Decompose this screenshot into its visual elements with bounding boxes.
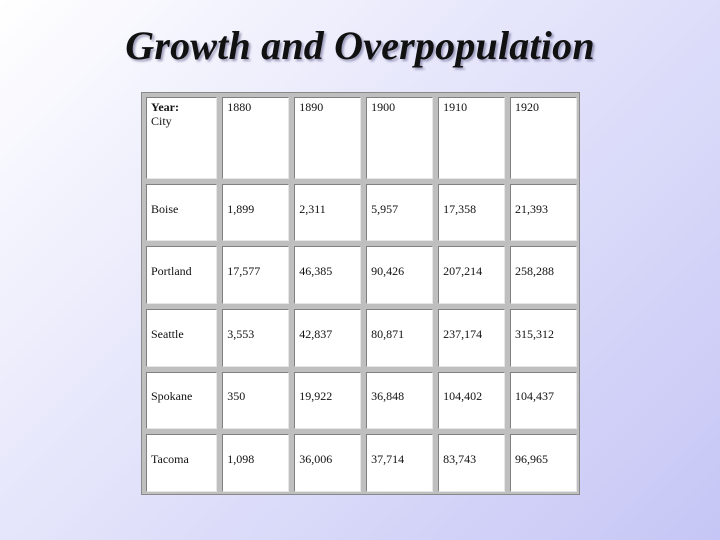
value-cell: 104,437 — [510, 371, 577, 430]
value-cell: 21,393 — [510, 183, 577, 242]
population-table: Year: City 1880 1890 1900 1910 1920 Bois… — [141, 92, 582, 497]
value-cell: 2,311 — [294, 183, 362, 242]
slide-title: Growth and Overpopulation — [125, 23, 595, 68]
value-cell: 96,965 — [510, 434, 577, 492]
value-cell: 17,577 — [222, 246, 290, 304]
table-header-row: Year: City 1880 1890 1900 1910 1920 — [146, 97, 577, 179]
value-cell: 3,553 — [222, 309, 290, 367]
value-cell: 46,385 — [294, 246, 362, 304]
value-cell: 42,837 — [294, 309, 362, 367]
value-cell: 5,957 — [366, 183, 434, 242]
city-cell: Seattle — [146, 309, 218, 367]
header-year-cell: 1920 — [510, 97, 577, 179]
value-cell: 104,402 — [438, 371, 506, 430]
header-year-label: Year: — [151, 100, 179, 114]
city-cell: Spokane — [146, 371, 218, 430]
value-cell: 90,426 — [366, 246, 434, 304]
header-year-cell: 1900 — [366, 97, 434, 179]
city-cell: Boise — [146, 183, 218, 242]
header-year-cell: 1890 — [294, 97, 362, 179]
header-year-cell: 1880 — [222, 97, 290, 179]
value-cell: 258,288 — [510, 246, 577, 304]
value-cell: 19,922 — [294, 371, 362, 430]
city-cell: Tacoma — [146, 434, 218, 492]
value-cell: 17,358 — [438, 183, 506, 242]
value-cell: 80,871 — [366, 309, 434, 367]
table-row: Boise 1,899 2,311 5,957 17,358 21,393 — [146, 183, 577, 242]
value-cell: 315,312 — [510, 309, 577, 367]
value-cell: 37,714 — [366, 434, 434, 492]
table-row: Spokane 350 19,922 36,848 104,402 104,43… — [146, 371, 577, 430]
city-cell: Portland — [146, 246, 218, 304]
table-row: Portland 17,577 46,385 90,426 207,214 25… — [146, 246, 577, 304]
table-row: Seattle 3,553 42,837 80,871 237,174 315,… — [146, 309, 577, 367]
value-cell: 237,174 — [438, 309, 506, 367]
value-cell: 36,848 — [366, 371, 434, 430]
value-cell: 36,006 — [294, 434, 362, 492]
value-cell: 1,899 — [222, 183, 290, 242]
header-year-cell: 1910 — [438, 97, 506, 179]
value-cell: 1,098 — [222, 434, 290, 492]
value-cell: 83,743 — [438, 434, 506, 492]
table-row: Tacoma 1,098 36,006 37,714 83,743 96,965 — [146, 434, 577, 492]
header-year-city-cell: Year: City — [146, 97, 218, 179]
population-table-frame: Year: City 1880 1890 1900 1910 1920 Bois… — [141, 92, 580, 495]
header-city-label: City — [151, 114, 172, 128]
value-cell: 350 — [222, 371, 290, 430]
value-cell: 207,214 — [438, 246, 506, 304]
